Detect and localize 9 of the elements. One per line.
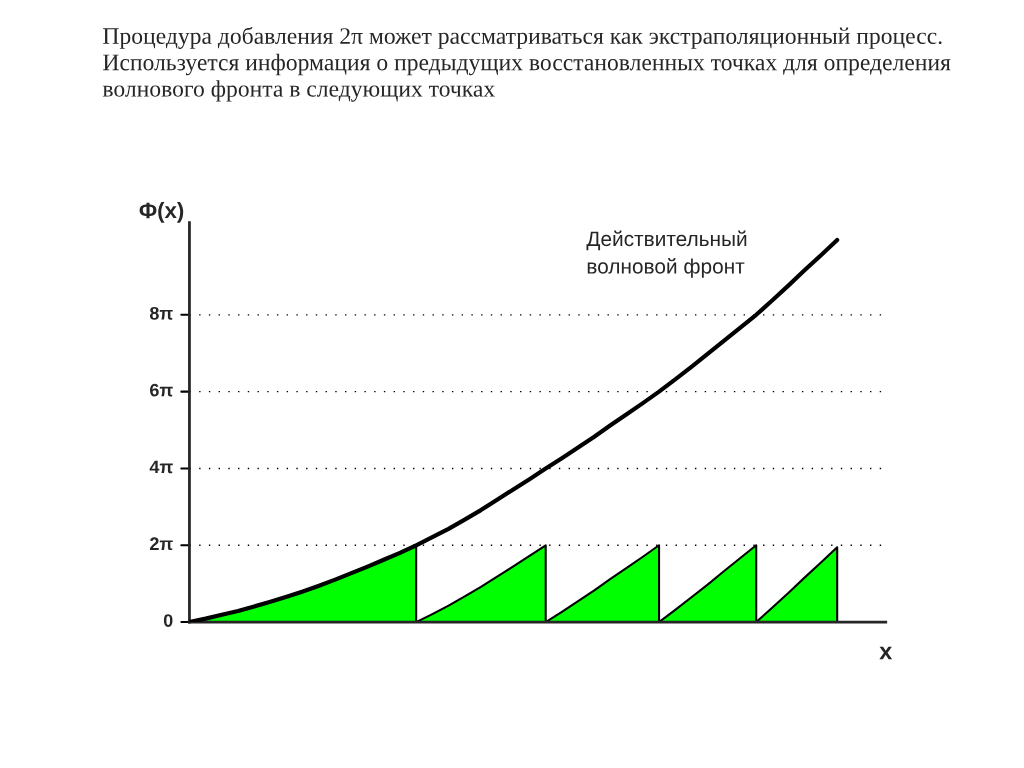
annotation: Действительный волновой фронт xyxy=(586,230,747,278)
x-axis-title: x xyxy=(879,646,893,660)
ref-line-label: 6π xyxy=(150,383,173,397)
ref-line-label: 8π xyxy=(149,306,173,320)
chart-title: Процедура добавления 2π может рассматриваться как экстраполяционный процесс. Используется информация о предыдущих восстановленных точках для определения волнового фронта в следующих точках xyxy=(102,26,951,102)
ref-line-label: 0 xyxy=(163,614,173,627)
ref-line-label: 4π xyxy=(149,460,173,474)
ref-line-label: 2π xyxy=(150,537,173,551)
y-axis-title: Φ(x) xyxy=(139,202,184,223)
